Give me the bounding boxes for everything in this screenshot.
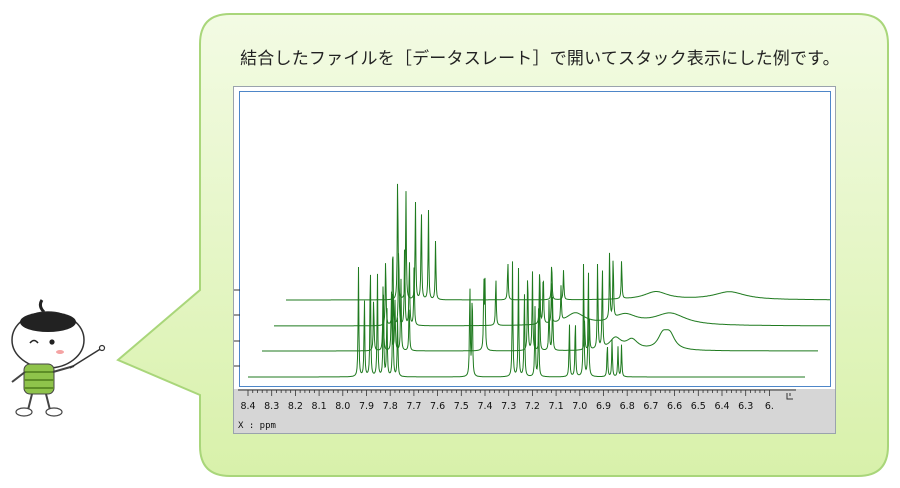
x-axis-tick-label: 6.3	[738, 401, 753, 412]
x-axis-tick-label: 6.9	[596, 401, 611, 412]
spectrum-trace	[248, 261, 805, 378]
x-axis-tick-label: 6.6	[667, 401, 682, 412]
spectrum-trace	[262, 263, 818, 352]
x-axis-tick-label: 8.2	[288, 401, 303, 412]
x-axis-tick-label: 7.2	[525, 401, 540, 412]
stacked-spectra	[248, 183, 830, 378]
stack-offset-markers	[234, 289, 240, 367]
x-axis-tick-label: 8.1	[312, 401, 327, 412]
x-axis-tick-label: 6.7	[643, 401, 658, 412]
x-axis-tick-label: 8.3	[264, 401, 279, 412]
x-axis-tick-label: 7.6	[430, 401, 445, 412]
x-axis-tick-label: 6.	[765, 401, 774, 412]
caption-text: 結合したファイルを［データスレート］で開いてスタック表示にした例です。	[240, 49, 840, 69]
spectrum-trace	[286, 183, 830, 301]
x-axis-tick-label: 7.0	[572, 401, 587, 412]
x-axis-tick-label: 7.8	[383, 401, 398, 412]
x-axis-unit-label: X : ppm	[238, 421, 276, 431]
axis-end-marker-icon	[786, 393, 793, 400]
x-axis-tick-label: 6.5	[691, 401, 706, 412]
x-axis-band[interactable]: 8.4 8.3 8.2 8.1 8.0 7.9 7.8 7.7 7.6 7.5 7.4 7.3 7.2 7…	[234, 389, 835, 433]
x-axis-tick-label: 7.1	[549, 401, 564, 412]
x-axis-tick-label: 7.4	[477, 401, 492, 412]
x-axis-tick-label: 7.9	[359, 401, 374, 412]
x-axis-tick-label: 7.3	[501, 401, 516, 412]
x-axis-tick-label: 6.4	[714, 401, 729, 412]
spectrum-plot-area[interactable]	[239, 91, 831, 387]
nmr-stack-viewer[interactable]: 8.4 8.3 8.2 8.1 8.0 7.9 7.8 7.7 7.6 7.5 7.4 7.3 7.2 7…	[233, 86, 836, 434]
x-axis-tick-label: 8.4	[240, 401, 255, 412]
x-axis-tick-label: 8.0	[335, 401, 350, 412]
pointer-stick-icon	[69, 344, 106, 369]
x-axis-tick-label: 7.5	[454, 401, 469, 412]
x-axis-tick-label: 7.7	[406, 401, 421, 412]
x-axis: 8.4 8.3 8.2 8.1 8.0 7.9 7.8 7.7 7.6 7.5 7.4 7.3 7.2 7…	[238, 389, 796, 412]
mascot-icon	[11, 299, 85, 417]
x-axis-tick-label: 6.8	[620, 401, 635, 412]
